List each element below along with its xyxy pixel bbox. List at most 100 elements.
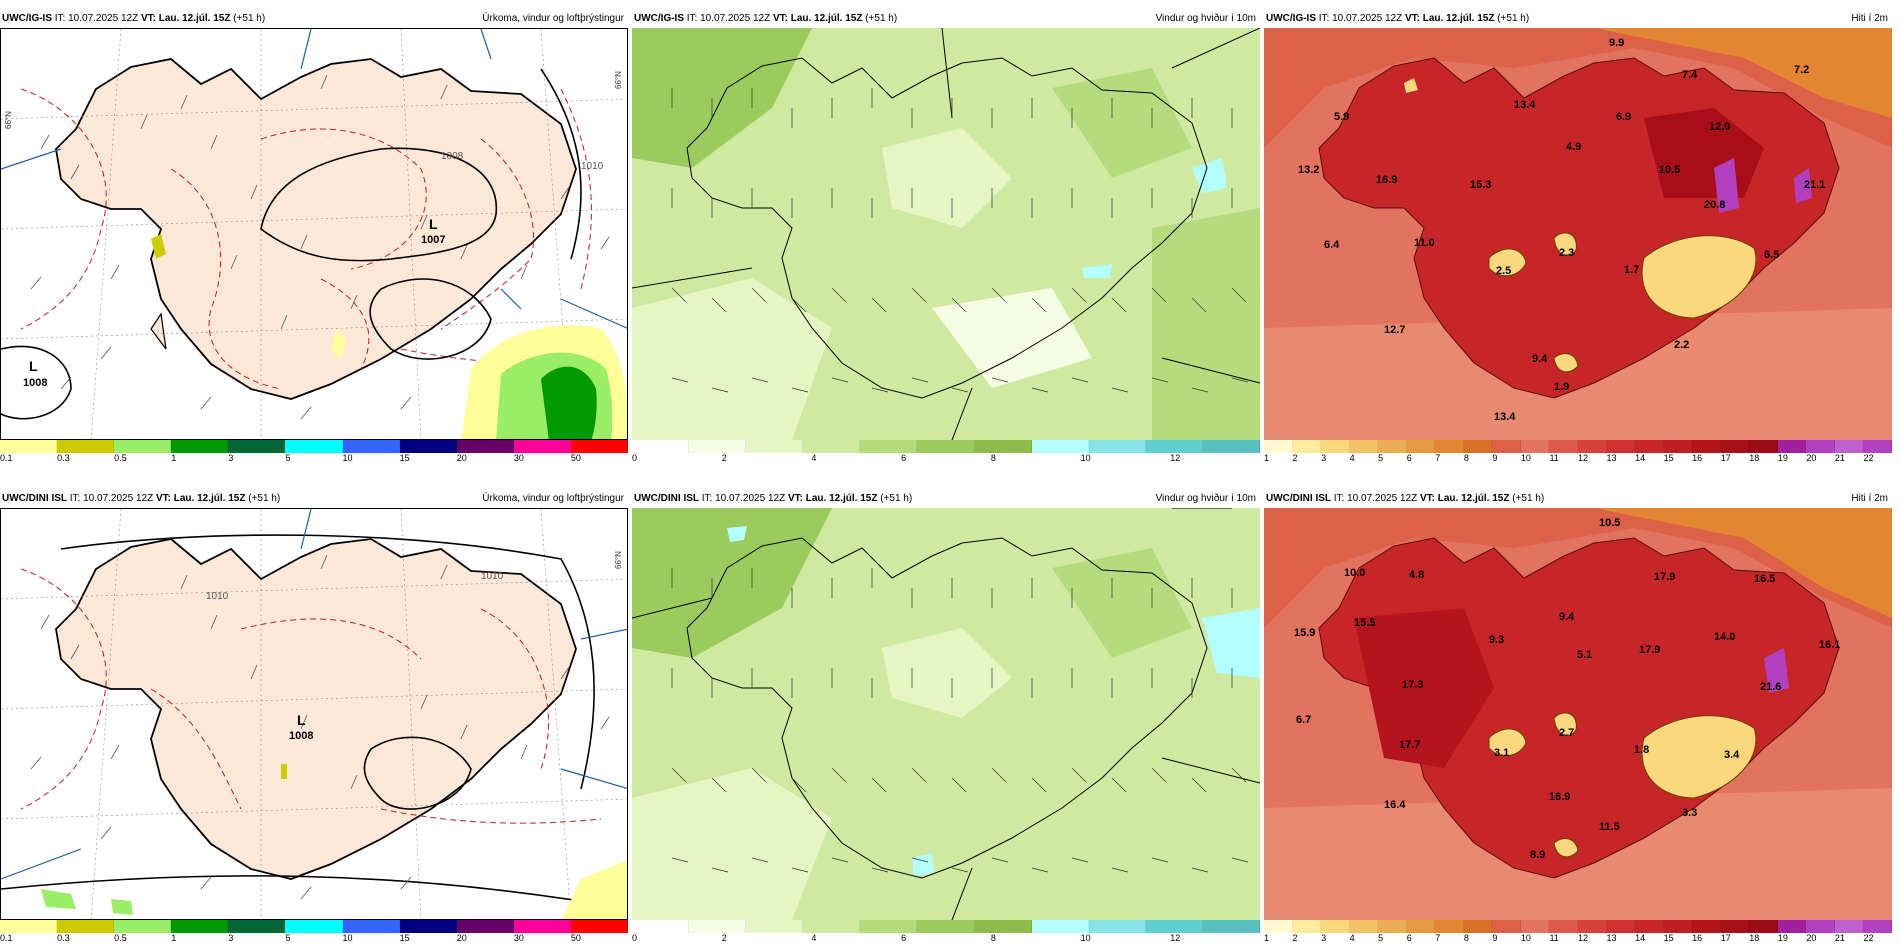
low-pressure-marker: L	[297, 712, 306, 728]
colorbar-tick-label: 6	[901, 933, 907, 943]
colorbar-tick-label: 21	[1834, 453, 1845, 463]
colorbar-tick-label: 12	[1170, 453, 1181, 463]
colorbar-tick-label: 12	[1170, 933, 1181, 943]
model-name: UWC/IG-IS	[634, 13, 684, 24]
colorbar-swatch	[285, 440, 343, 453]
temp-colorbar	[1264, 920, 1893, 933]
colorbar-swatch	[1749, 440, 1778, 453]
colorbar-swatch	[1321, 920, 1350, 933]
model-name: UWC/DINI ISL	[634, 493, 699, 504]
colorbar-tick-label: 9	[1492, 453, 1498, 463]
colorbar-tick-label: 30	[513, 453, 524, 463]
colorbar-swatch	[1435, 920, 1464, 933]
colorbar-tick-label: 0	[632, 933, 638, 943]
colorbar-swatch	[974, 440, 1032, 453]
colorbar-swatch	[1720, 440, 1750, 453]
colorbar-tick-label: 6	[1406, 453, 1412, 463]
colorbar-tick-label: 10	[1520, 453, 1531, 463]
colorbar-tick-label: 16	[1692, 453, 1703, 463]
lat-label: 66°N	[4, 111, 13, 129]
colorbar-tick-label: 50	[570, 453, 581, 463]
colorbar-swatch	[570, 920, 629, 933]
colorbar-tick-label: 1	[171, 453, 177, 463]
init-time: IT: 10.07.2025 12Z	[1318, 13, 1403, 24]
isobar-label: 1010	[581, 161, 604, 172]
temperature-label: 4.8	[1409, 569, 1424, 581]
colorbar-swatch	[1549, 440, 1579, 453]
precip-map: L 1008 1010 1010 66°N	[0, 508, 628, 920]
colorbar-swatch	[1202, 440, 1261, 453]
panel-title: Vindur og hviður í 10m	[1155, 13, 1256, 24]
lead-time: (+51 h)	[233, 13, 266, 24]
colorbar-tick-label: 6	[1406, 933, 1412, 943]
panel-header: UWC/DINI ISL IT: 10.07.2025 12Z VT: Lau.…	[0, 490, 628, 508]
model-name: UWC/IG-IS	[2, 13, 52, 24]
colorbar-swatch	[342, 440, 400, 453]
colorbar-tick-label: 17	[1720, 453, 1731, 463]
colorbar-swatch	[114, 920, 172, 933]
colorbar-swatch	[228, 920, 286, 933]
colorbar-swatch	[632, 920, 690, 933]
colorbar-swatch	[1088, 920, 1146, 933]
colorbar-tick-label: 2	[721, 453, 727, 463]
init-time: IT: 10.07.2025 12Z	[686, 13, 771, 24]
colorbar-tick-label: 3	[1321, 453, 1327, 463]
colorbar-tick-label: 10	[1080, 933, 1091, 943]
colorbar-tick-label: 0.1	[0, 933, 13, 943]
colorbar-tick-label: 10	[1520, 933, 1531, 943]
colorbar-swatch	[974, 920, 1032, 933]
colorbar-swatch	[1578, 920, 1607, 933]
colorbar-swatch	[746, 920, 804, 933]
lead-time: (+51 h)	[880, 493, 913, 504]
temperature-label: 16.9	[1376, 174, 1397, 186]
iceland-outline	[686, 57, 1208, 399]
low-pressure-marker: L	[29, 358, 38, 374]
panel-title: Vindur og hviður í 10m	[1155, 493, 1256, 504]
colorbar-swatch	[513, 920, 571, 933]
valid-time: VT: Lau. 12.júl. 15Z	[140, 13, 231, 24]
precip-map: L 1007 L 1008 1008 1010 66°N 66°N	[0, 28, 628, 440]
colorbar-tick-label: 0.3	[57, 933, 70, 943]
colorbar-swatch	[228, 440, 286, 453]
colorbar-swatch	[1663, 440, 1693, 453]
colorbar-swatch	[1406, 920, 1436, 933]
colorbar-tick-label: 9	[1492, 933, 1498, 943]
colorbar-swatch	[1863, 440, 1893, 453]
colorbar-swatch	[1031, 440, 1089, 453]
colorbar-tick-label: 0.3	[57, 453, 70, 463]
temperature-label: 6.9	[1616, 111, 1631, 123]
temperature-label: 13.2	[1298, 164, 1319, 176]
temperature-label: 9.9	[1609, 37, 1624, 49]
wind-panel-row2: UWC/DINI ISL IT: 10.07.2025 12Z VT: Lau.…	[632, 490, 1261, 945]
isobar-label: 1010	[481, 571, 504, 582]
model-name: UWC/IG-IS	[1266, 13, 1316, 24]
colorbar-swatch	[1549, 920, 1579, 933]
colorbar-tick-label: 19	[1777, 453, 1788, 463]
colorbar-swatch	[1435, 440, 1464, 453]
colorbar-swatch	[1777, 440, 1807, 453]
colorbar-tick-label: 11	[1549, 453, 1559, 463]
temp-ticks: 1 2 3 4 5 6 7 8 9 10 11 12 13 14 15 16 17 18 19 20 21 22	[1264, 453, 1892, 465]
colorbar-swatch	[1863, 920, 1893, 933]
precip-ticks: 0.1 0.3 0.5 1 3 5 10 15 20 30 50	[0, 453, 628, 465]
colorbar-swatch	[1834, 920, 1864, 933]
precip-ticks: 0.1 0.3 0.5 1 3 5 10 15 20 30 50	[0, 933, 628, 945]
temperature-label: 13.4	[1514, 99, 1536, 111]
precip-colorbar	[0, 920, 629, 933]
colorbar-swatch	[171, 440, 229, 453]
colorbar-swatch	[1520, 920, 1550, 933]
colorbar-swatch	[1692, 440, 1721, 453]
colorbar-tick-label: 1	[171, 933, 177, 943]
colorbar-tick-label: 13	[1606, 453, 1617, 463]
colorbar-swatch	[1492, 920, 1521, 933]
lead-time: (+51 h)	[248, 493, 281, 504]
wind-ticks: 0 2 4 6 8 10 12	[632, 453, 1260, 465]
temperature-label: 15.3	[1470, 179, 1491, 191]
colorbar-tick-label: 6	[901, 453, 907, 463]
lat-label: 66°N	[614, 71, 623, 89]
colorbar-swatch	[689, 920, 747, 933]
valid-time: VT: Lau. 12.júl. 15Z	[1404, 13, 1495, 24]
colorbar-tick-label: 12	[1578, 453, 1589, 463]
colorbar-tick-label: 0.5	[114, 453, 127, 463]
colorbar-swatch	[1145, 440, 1203, 453]
